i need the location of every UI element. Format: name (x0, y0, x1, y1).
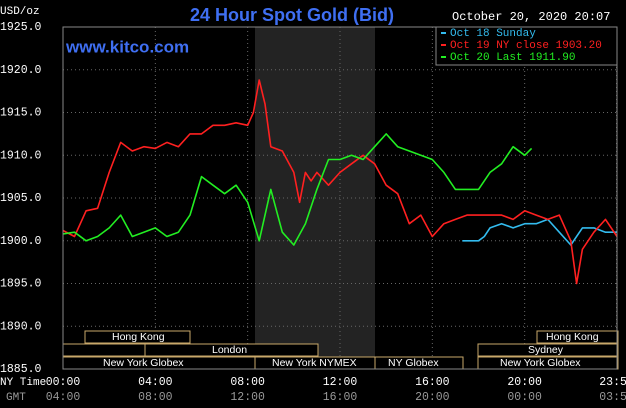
session-label: Hong Kong (112, 331, 165, 343)
session-label: Hong Kong (546, 331, 599, 343)
session-label: NY Globex (388, 357, 439, 369)
x-tick-label: 23:59 (599, 376, 626, 389)
legend-box (435, 26, 618, 66)
legend-label: Oct 19 NY close 1903.20 (450, 40, 602, 52)
x2-tick-label: 20:00 (415, 391, 450, 404)
session-box (536, 330, 619, 344)
session-label: New York NYMEX (272, 357, 357, 369)
x-tick-label: 16:00 (415, 376, 450, 389)
x-axis-label: NY Time (0, 377, 46, 389)
y-tick-label: 1895.0 (0, 278, 42, 291)
x2-tick-label: 04:00 (46, 391, 81, 404)
x-tick-label: 04:00 (138, 376, 173, 389)
x2-tick-label: 08:00 (138, 391, 173, 404)
series-line (62, 133, 533, 246)
plot-frame (62, 26, 618, 370)
y-tick-label: 1915.0 (0, 107, 42, 120)
series-line (62, 79, 618, 285)
x2-tick-label: 00:00 (507, 391, 542, 404)
legend-label: Oct 20 Last 1911.90 (450, 52, 575, 64)
session-box (62, 343, 146, 357)
x2-tick-label: 03:59 (599, 391, 626, 404)
session-box (144, 343, 319, 357)
timestamp: October 20, 2020 20:07 (452, 10, 610, 24)
y-tick-label: 1920.0 (0, 64, 42, 77)
session-box (477, 343, 619, 357)
session-label: Sydney (528, 344, 564, 356)
y-tick-label: 1885.0 (0, 363, 42, 376)
y-tick-label: 1925.0 (0, 21, 42, 34)
x-tick-label: 08:00 (230, 376, 265, 389)
y-tick-label: 1890.0 (0, 320, 42, 333)
x2-axis-label: GMT (6, 392, 26, 404)
x-tick-label: 20:00 (507, 376, 542, 389)
sessions: Hong Kong Hong Kong London Sydney New Yo… (62, 330, 619, 370)
session-label: New York Globex (103, 357, 184, 369)
session-box (84, 330, 191, 344)
y-axis-label: USD/oz (0, 6, 40, 18)
x-tick-label: 00:00 (46, 376, 81, 389)
series-line (462, 218, 617, 246)
watermark: www.kitco.com (65, 37, 189, 56)
legend-label: Oct 18 Sunday (450, 28, 536, 40)
x2-tick-label: 16:00 (323, 391, 358, 404)
chart-title: 24 Hour Spot Gold (Bid) (190, 5, 394, 25)
y-tick-label: 1910.0 (0, 149, 42, 162)
y-tick-label: 1905.0 (0, 192, 42, 205)
y-tick-label: 1900.0 (0, 235, 42, 248)
session-label: London (212, 344, 247, 356)
x2-tick-label: 12:00 (230, 391, 265, 404)
session-label: New York Globex (500, 357, 581, 369)
x-tick-label: 12:00 (323, 376, 358, 389)
